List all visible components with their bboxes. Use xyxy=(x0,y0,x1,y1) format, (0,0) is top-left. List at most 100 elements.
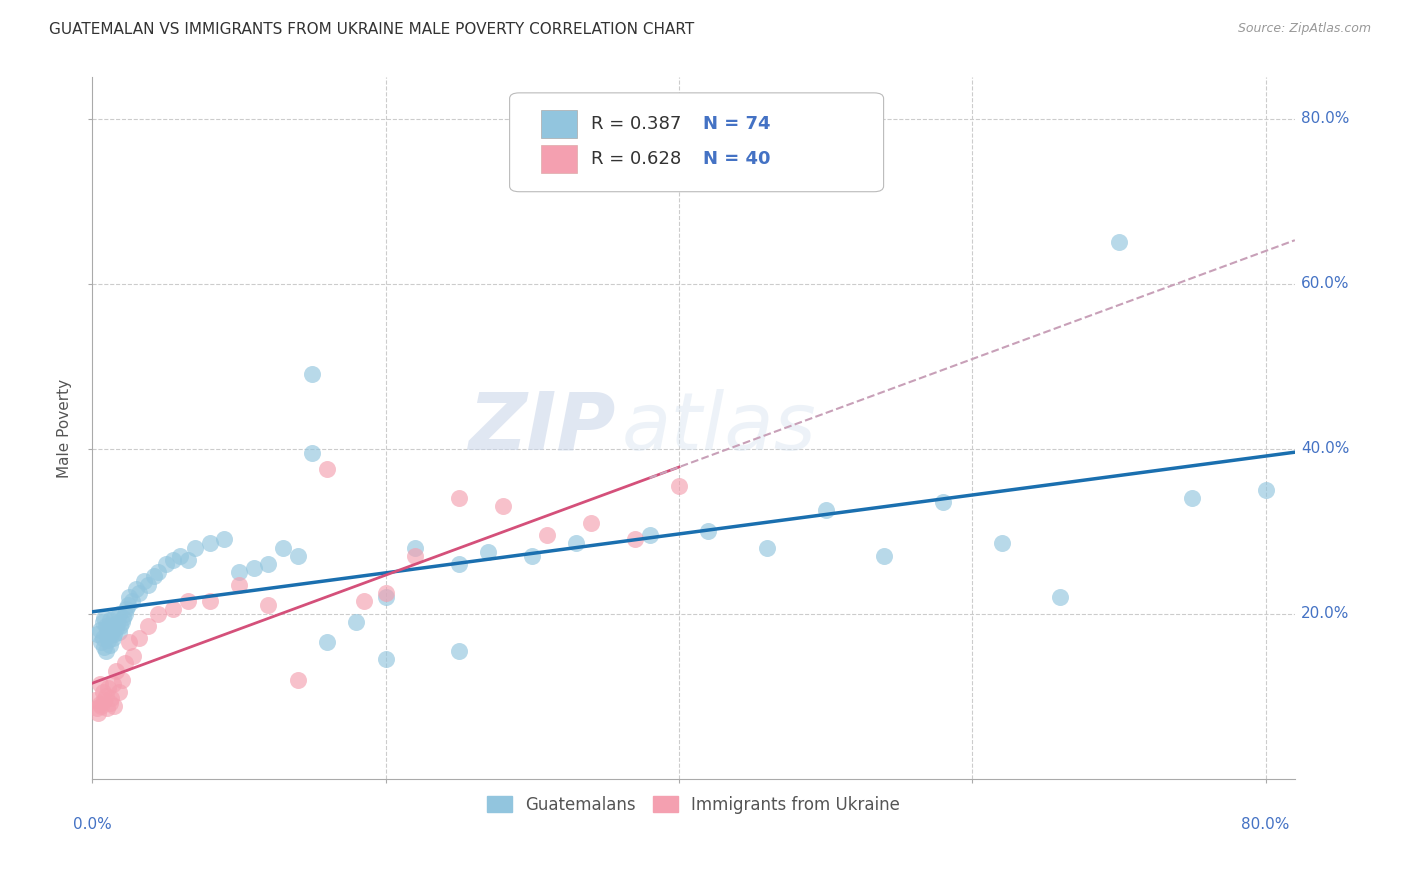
Point xyxy=(579,516,602,530)
Point xyxy=(301,368,323,382)
Text: 60.0%: 60.0% xyxy=(1301,277,1350,291)
Point xyxy=(668,479,690,493)
Point xyxy=(91,632,114,646)
Point xyxy=(477,544,499,558)
Point xyxy=(105,616,128,631)
Point xyxy=(118,590,141,604)
Point xyxy=(404,541,426,555)
Point xyxy=(176,594,198,608)
Point xyxy=(96,701,118,715)
Point xyxy=(214,533,236,547)
Text: GUATEMALAN VS IMMIGRANTS FROM UKRAINE MALE POVERTY CORRELATION CHART: GUATEMALAN VS IMMIGRANTS FROM UKRAINE MA… xyxy=(49,22,695,37)
Point xyxy=(100,627,122,641)
Point xyxy=(536,528,558,542)
Point xyxy=(93,693,115,707)
Point xyxy=(128,632,150,646)
Point xyxy=(1049,590,1071,604)
Point xyxy=(100,690,122,705)
Point xyxy=(242,561,264,575)
Point xyxy=(91,615,114,629)
Point xyxy=(91,685,114,699)
Point xyxy=(100,619,122,633)
Text: atlas: atlas xyxy=(621,389,817,467)
Point xyxy=(94,689,117,703)
Point xyxy=(89,623,111,637)
Point xyxy=(287,549,309,563)
Point xyxy=(90,698,112,713)
Point xyxy=(107,624,129,639)
Point xyxy=(96,621,118,635)
Point xyxy=(94,619,117,633)
Point xyxy=(97,632,120,647)
Point xyxy=(624,533,647,547)
Point xyxy=(287,673,309,687)
Point xyxy=(257,599,280,613)
Point xyxy=(104,665,127,679)
Point xyxy=(108,619,131,633)
Text: R = 0.628: R = 0.628 xyxy=(592,151,682,169)
Point xyxy=(353,594,375,608)
Point xyxy=(97,625,120,640)
Point xyxy=(1254,483,1277,497)
Text: 40.0%: 40.0% xyxy=(1301,442,1350,456)
Point xyxy=(344,615,367,629)
Point xyxy=(128,586,150,600)
Point xyxy=(316,635,339,649)
Point xyxy=(301,446,323,460)
Text: Source: ZipAtlas.com: Source: ZipAtlas.com xyxy=(1237,22,1371,36)
Text: 80.0%: 80.0% xyxy=(1301,112,1350,126)
Point xyxy=(447,643,470,657)
Point xyxy=(990,536,1012,550)
Point xyxy=(148,566,170,580)
Point xyxy=(565,536,588,550)
Point xyxy=(374,586,396,600)
Point xyxy=(404,549,426,563)
Point xyxy=(115,602,138,616)
Bar xyxy=(541,145,576,173)
Point xyxy=(87,706,110,720)
Point xyxy=(198,594,221,608)
Point xyxy=(121,594,143,608)
Point xyxy=(84,693,107,707)
Point xyxy=(103,610,125,624)
FancyBboxPatch shape xyxy=(509,93,883,192)
Bar xyxy=(541,111,576,138)
Point xyxy=(374,652,396,666)
Point xyxy=(98,613,121,627)
Point xyxy=(374,590,396,604)
Point xyxy=(111,673,134,687)
Text: 20.0%: 20.0% xyxy=(1301,606,1350,621)
Point xyxy=(93,610,115,624)
Point xyxy=(98,638,121,652)
Point xyxy=(107,607,129,621)
Text: N = 40: N = 40 xyxy=(703,151,770,169)
Point xyxy=(97,681,120,695)
Point xyxy=(162,553,184,567)
Point xyxy=(169,549,191,563)
Point xyxy=(90,635,112,649)
Point xyxy=(228,566,250,580)
Point xyxy=(162,602,184,616)
Point xyxy=(316,462,339,476)
Point xyxy=(176,553,198,567)
Point xyxy=(86,627,108,641)
Point xyxy=(107,685,129,699)
Point xyxy=(101,676,124,690)
Y-axis label: Male Poverty: Male Poverty xyxy=(58,378,72,477)
Point xyxy=(111,615,134,629)
Point xyxy=(755,541,778,555)
Point xyxy=(94,643,117,657)
Point xyxy=(873,549,896,563)
Point xyxy=(136,619,159,633)
Point xyxy=(122,649,145,664)
Point xyxy=(228,577,250,591)
Point xyxy=(148,607,170,621)
Point xyxy=(103,698,125,713)
Point xyxy=(125,582,148,596)
Point xyxy=(814,503,837,517)
Point xyxy=(96,630,118,644)
Point xyxy=(112,610,135,624)
Point xyxy=(198,536,221,550)
Point xyxy=(638,528,661,542)
Point xyxy=(155,557,177,571)
